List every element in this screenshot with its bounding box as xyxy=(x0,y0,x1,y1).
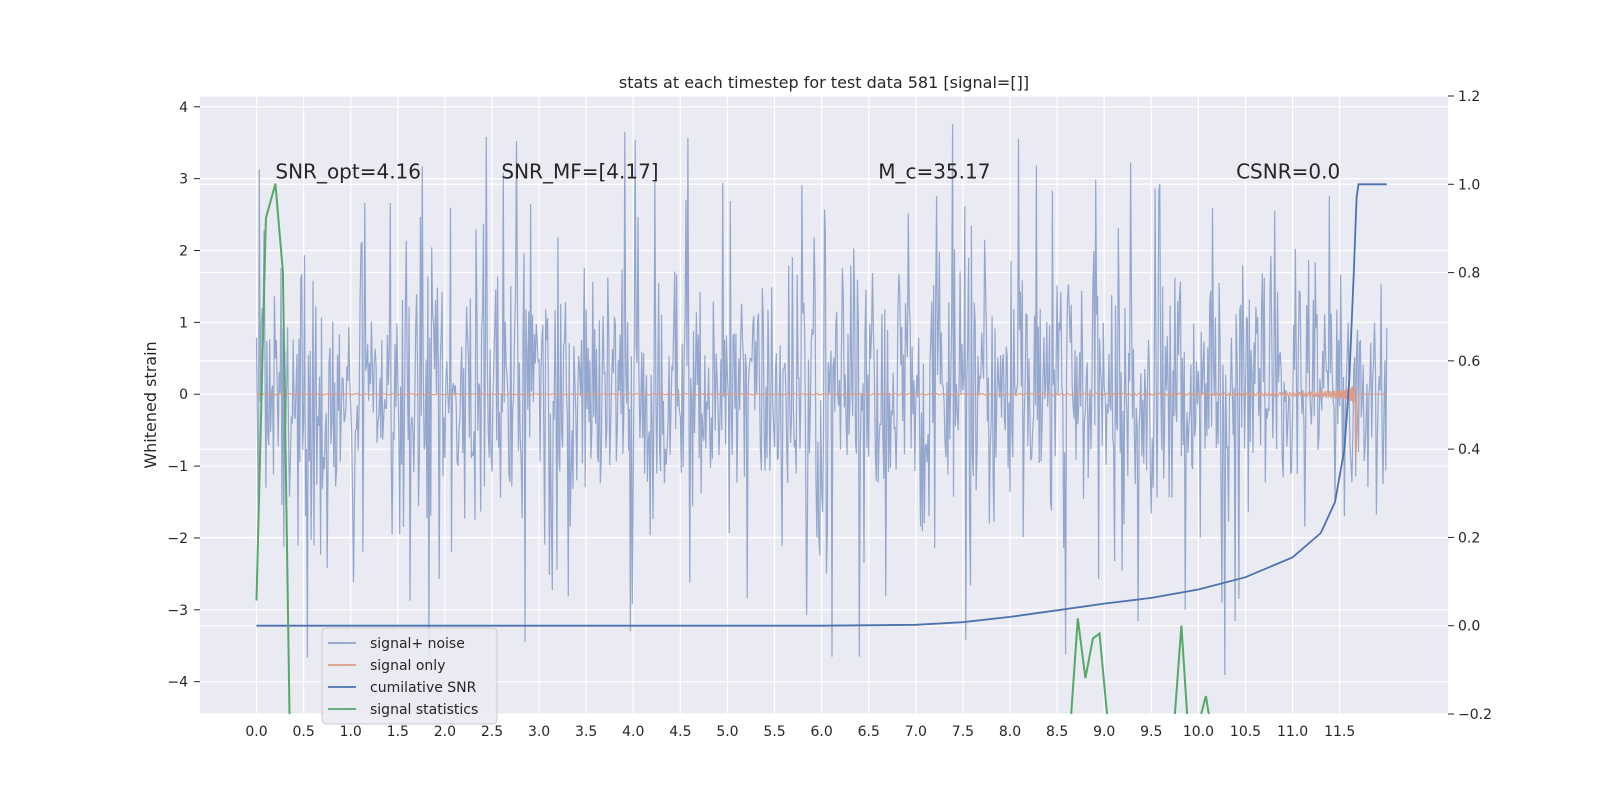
plot-area xyxy=(255,124,1388,714)
legend-label: signal+ noise xyxy=(370,636,465,652)
x-tick-label: 1.0 xyxy=(340,724,362,740)
y2-tick-label: 0.8 xyxy=(1458,266,1480,282)
legend-box xyxy=(321,627,498,725)
y-tick-label: 3 xyxy=(179,172,188,188)
x-tick-label: 1.5 xyxy=(387,724,409,740)
annotations: SNR_opt=4.16 SNR_MF=[4.17] M_c=35.17 CSNR=0… xyxy=(275,160,1340,184)
y2-tick-label: −0.2 xyxy=(1458,707,1492,723)
x-tick-label: 0.5 xyxy=(292,724,314,740)
legend-label: cumilative SNR xyxy=(370,680,477,696)
y-tick-label: −2 xyxy=(167,531,188,547)
series-signal-statistics xyxy=(1070,618,1108,714)
y2-tick-label: 0.2 xyxy=(1458,530,1480,546)
series-cumulative-snr xyxy=(256,183,1387,627)
y-tick-label: 0 xyxy=(179,387,188,403)
y2-tick-label: 0.0 xyxy=(1458,619,1480,635)
series-signal-only xyxy=(256,386,1387,458)
series-signal-noise xyxy=(255,124,1388,676)
chart-title: stats at each timestep for test data 581… xyxy=(619,73,1029,92)
x-tick-label: 10.0 xyxy=(1183,724,1214,740)
x-tick-label: 2.0 xyxy=(434,724,456,740)
x-tick-label: 2.5 xyxy=(481,724,503,740)
annotation-1: SNR_MF=[4.17] xyxy=(501,160,658,184)
x-tick-label: 4.0 xyxy=(622,724,644,740)
legend-label: signal statistics xyxy=(370,702,478,718)
x-tick-label: 3.0 xyxy=(528,724,550,740)
axis-ticks: 0.0 0.5 1.0 1.5 2.0 2.5 3.0 3.5 4.0 4.5 5.0 5.5 6.0 6… xyxy=(167,89,1492,740)
x-tick-label: 5.0 xyxy=(716,724,738,740)
series-signal-statistics xyxy=(1173,625,1189,714)
x-tick-label: 4.5 xyxy=(669,724,691,740)
x-tick-label: 11.0 xyxy=(1277,724,1308,740)
y-tick-label: 4 xyxy=(179,100,188,116)
y2-tick-label: 1.0 xyxy=(1458,177,1480,193)
x-tick-label: 7.0 xyxy=(905,724,927,740)
y-tick-label: −3 xyxy=(167,603,188,619)
y2-tick-label: 0.4 xyxy=(1458,442,1480,458)
series-layer xyxy=(255,124,1388,714)
y-axis-label: Whitened strain xyxy=(141,341,160,468)
y-tick-label: −4 xyxy=(167,675,188,691)
annotation-2: M_c=35.17 xyxy=(878,160,990,184)
y-tick-label: 2 xyxy=(179,244,188,260)
x-tick-label: 8.5 xyxy=(1046,724,1068,740)
y-tick-label: 1 xyxy=(179,315,188,331)
x-tick-label: 6.0 xyxy=(811,724,833,740)
y2-tick-label: 1.2 xyxy=(1458,89,1480,105)
x-tick-label: 7.5 xyxy=(952,724,974,740)
series-signal-statistics xyxy=(255,183,291,714)
y2-tick-label: 0.6 xyxy=(1458,354,1480,370)
series-signal-statistics xyxy=(1200,695,1210,714)
y-tick-label: −1 xyxy=(167,459,188,475)
x-tick-label: 9.0 xyxy=(1093,724,1115,740)
x-tick-label: 6.5 xyxy=(858,724,880,740)
x-tick-label: 11.5 xyxy=(1324,724,1355,740)
x-tick-label: 9.5 xyxy=(1140,724,1162,740)
legend-label: signal only xyxy=(370,658,445,674)
annotation-3: CSNR=0.0 xyxy=(1236,160,1340,184)
x-tick-label: 10.5 xyxy=(1230,724,1261,740)
legend: signal+ noise signal only cumilative SNR si… xyxy=(321,627,498,725)
x-tick-label: 8.0 xyxy=(999,724,1021,740)
x-tick-label: 0.0 xyxy=(245,724,267,740)
x-tick-label: 3.5 xyxy=(575,724,597,740)
annotation-0: SNR_opt=4.16 xyxy=(275,160,421,184)
x-tick-label: 5.5 xyxy=(763,724,785,740)
